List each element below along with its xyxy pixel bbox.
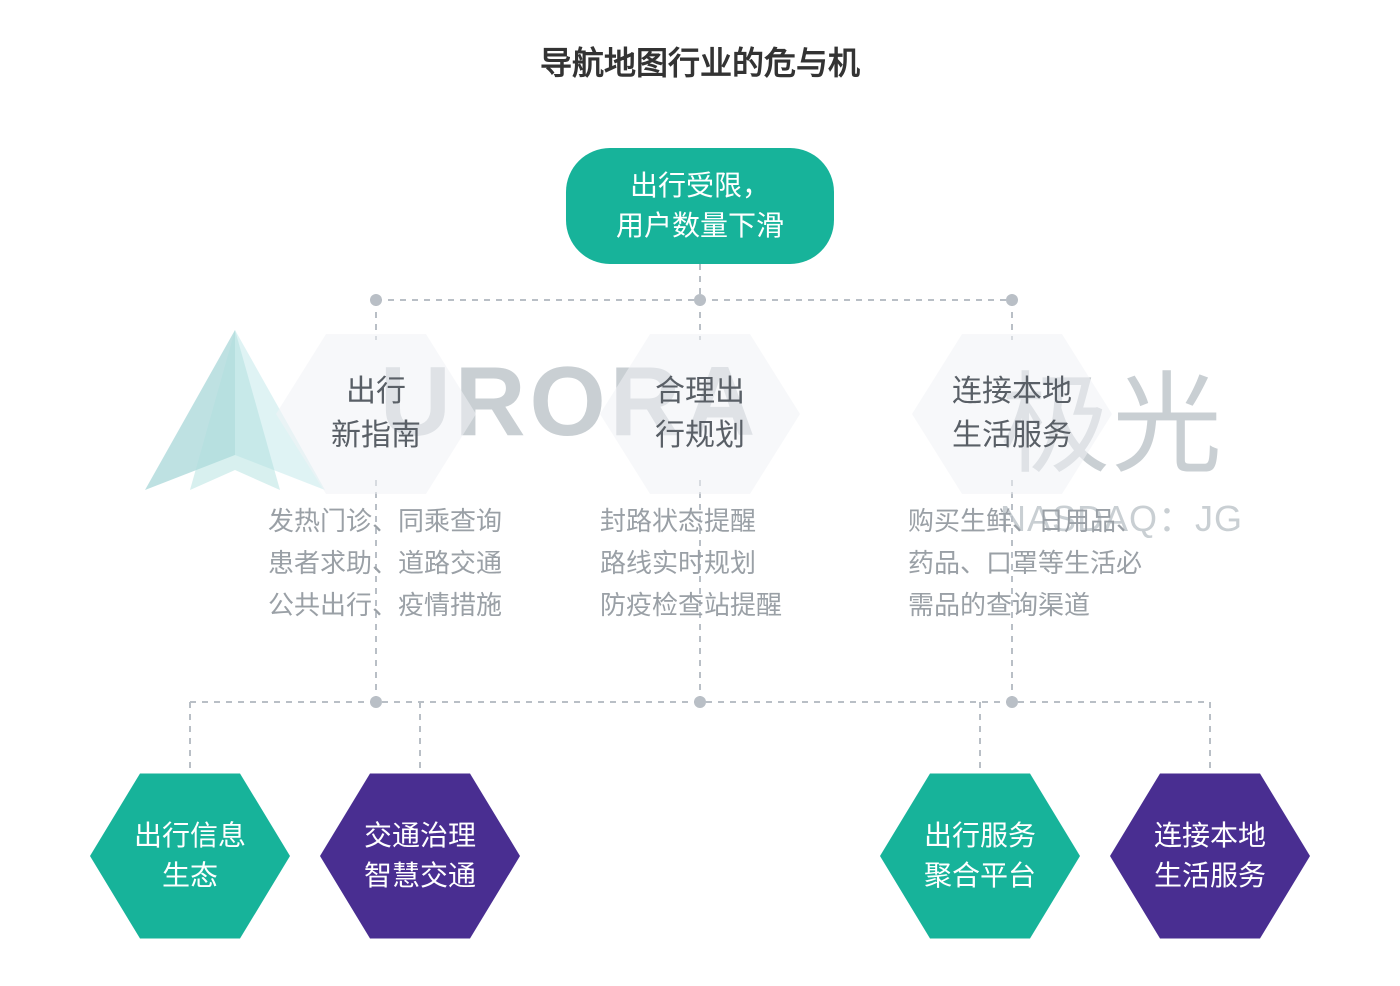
bottom-hex-1: 交通治理智慧交通 <box>320 770 520 942</box>
diagram: 出行受限， 用户数量下滑 出行新指南合理出行规划连接本地生活服务 发热门诊、同乘… <box>0 0 1400 986</box>
bottom-hex-3: 连接本地生活服务 <box>1110 770 1310 942</box>
top-node: 出行受限， 用户数量下滑 <box>566 148 834 264</box>
top-node-line2: 用户数量下滑 <box>616 210 784 241</box>
description-0: 发热门诊、同乘查询 患者求助、道路交通 公共出行、疫情措施 <box>268 500 502 626</box>
page-title: 导航地图行业的危与机 <box>0 0 1400 84</box>
mid-node-0: 出行新指南 <box>331 370 421 458</box>
mid-node-label: 连接本地生活服务 <box>952 370 1072 458</box>
top-node-line1: 出行受限， <box>630 170 770 201</box>
mid-node-1: 合理出行规划 <box>655 370 745 458</box>
description-1: 封路状态提醒 路线实时规划 防疫检查站提醒 <box>600 500 782 626</box>
description-2: 购买生鲜、日用品、 药品、口罩等生活必 需品的查询渠道 <box>908 500 1142 626</box>
mid-node-label: 合理出行规划 <box>655 370 745 458</box>
mid-node-2: 连接本地生活服务 <box>952 370 1072 458</box>
bottom-hex-0: 出行信息生态 <box>90 770 290 942</box>
mid-node-label: 出行新指南 <box>331 370 421 458</box>
bottom-hex-2: 出行服务聚合平台 <box>880 770 1080 942</box>
